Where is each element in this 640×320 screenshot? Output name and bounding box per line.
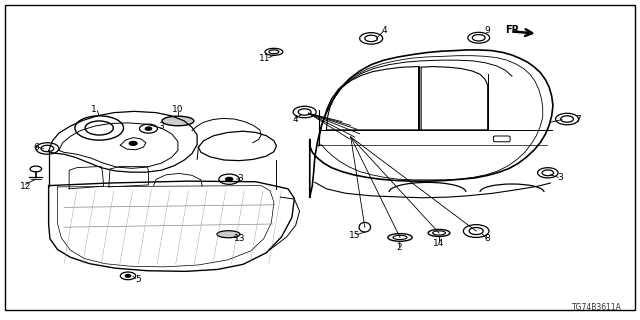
Text: 8: 8 <box>485 234 490 243</box>
Text: 9: 9 <box>485 26 490 35</box>
Text: 1: 1 <box>92 105 97 114</box>
Text: 3: 3 <box>558 173 563 182</box>
Text: 15: 15 <box>349 231 360 240</box>
Text: TG74B3611A: TG74B3611A <box>572 303 622 312</box>
Circle shape <box>125 275 131 277</box>
Text: 3: 3 <box>159 122 164 131</box>
Ellipse shape <box>217 231 240 238</box>
Ellipse shape <box>162 116 194 126</box>
Text: 4: 4 <box>293 115 298 124</box>
Text: 5: 5 <box>136 275 141 284</box>
Circle shape <box>129 141 137 145</box>
Text: 6: 6 <box>33 143 38 152</box>
Text: 7: 7 <box>576 115 581 124</box>
Text: 3: 3 <box>238 174 243 183</box>
Text: 11: 11 <box>259 54 271 63</box>
Text: 13: 13 <box>234 234 245 243</box>
Text: 10: 10 <box>172 105 184 114</box>
Text: 14: 14 <box>433 239 445 248</box>
Text: 2: 2 <box>397 243 402 252</box>
Text: 4: 4 <box>381 26 387 35</box>
Text: 12: 12 <box>20 182 31 191</box>
Text: FR.: FR. <box>506 25 524 36</box>
Circle shape <box>145 127 152 130</box>
Circle shape <box>225 177 233 181</box>
